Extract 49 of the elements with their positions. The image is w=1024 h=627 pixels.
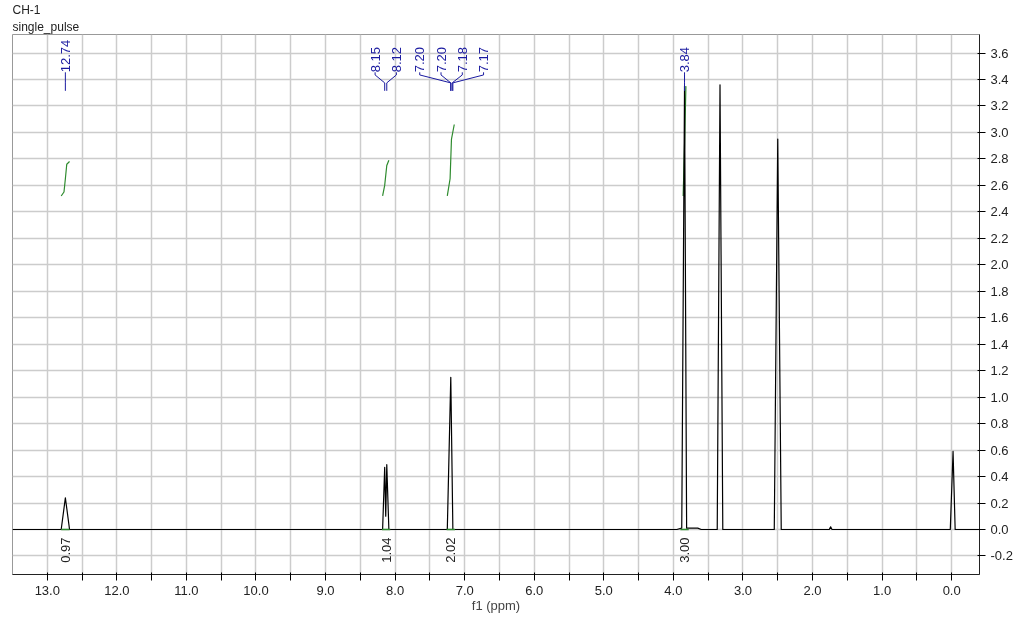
y-tick-label: 2.6	[990, 177, 1009, 193]
x-tick-label: 1.0	[873, 582, 892, 598]
x-tick-label: 10.0	[243, 582, 269, 598]
y-tick-label: 2.8	[990, 151, 1009, 167]
annotation: 7.18	[454, 46, 470, 73]
y-tick-label: 3.2	[990, 98, 1009, 114]
chart-title: CH-1	[12, 2, 41, 17]
x-tick-label: 0.0	[942, 582, 961, 598]
y-tick-label: 3.4	[990, 72, 1009, 87]
y-tick-label: 3.0	[990, 124, 1009, 140]
chart-subtitle: single_pulse	[12, 19, 80, 34]
annotation: 7.20	[433, 46, 449, 73]
y-tick-label: 2.4	[990, 204, 1009, 220]
y-tick-label: 1.4	[990, 336, 1009, 352]
y-tick-label: 2.2	[990, 230, 1009, 246]
y-tick-label: 0.0	[990, 522, 1009, 537]
y-tick-label: 1.2	[990, 363, 1009, 379]
x-tick-label: 3.0	[733, 582, 753, 598]
y-tick-label: 2.0	[990, 257, 1009, 273]
annotation: 7.17	[476, 46, 492, 73]
y-tick-label: 3.6	[990, 45, 1009, 61]
annotation: 3.00	[677, 537, 693, 563]
annotation: 8.15	[367, 46, 383, 73]
x-tick-label: 4.0	[664, 582, 683, 598]
x-axis-title: f1 (ppm)	[471, 597, 521, 613]
annotation: 0.97	[57, 537, 73, 563]
x-tick-label: 9.0	[316, 582, 335, 598]
annotation: 3.84	[677, 46, 693, 73]
x-tick-label: 13.0	[34, 582, 60, 598]
y-tick-label: 1.0	[990, 389, 1009, 405]
x-tick-label: 8.0	[386, 582, 405, 598]
x-tick-label: 2.0	[803, 582, 822, 598]
x-tick-label: 12.0	[104, 582, 130, 598]
x-tick-label: 7.0	[455, 582, 474, 598]
x-tick-label: 5.0	[594, 582, 613, 598]
annotation: 1.04	[378, 537, 394, 563]
y-tick-label: -0.2	[990, 548, 1013, 564]
annotation: 7.20	[412, 46, 428, 73]
annotation: 2.02	[443, 537, 459, 563]
x-tick-label: 11.0	[174, 582, 199, 598]
annotation: 8.12	[388, 46, 404, 73]
y-tick-label: 1.8	[990, 283, 1009, 299]
y-tick-label: 0.6	[990, 442, 1009, 458]
annotation: 12.74	[57, 39, 73, 73]
y-tick-label: 0.8	[990, 416, 1009, 432]
y-tick-label: 1.6	[990, 310, 1009, 326]
x-tick-label: 6.0	[525, 582, 544, 598]
y-tick-label: 0.4	[990, 469, 1009, 485]
y-tick-label: 0.2	[990, 495, 1009, 511]
